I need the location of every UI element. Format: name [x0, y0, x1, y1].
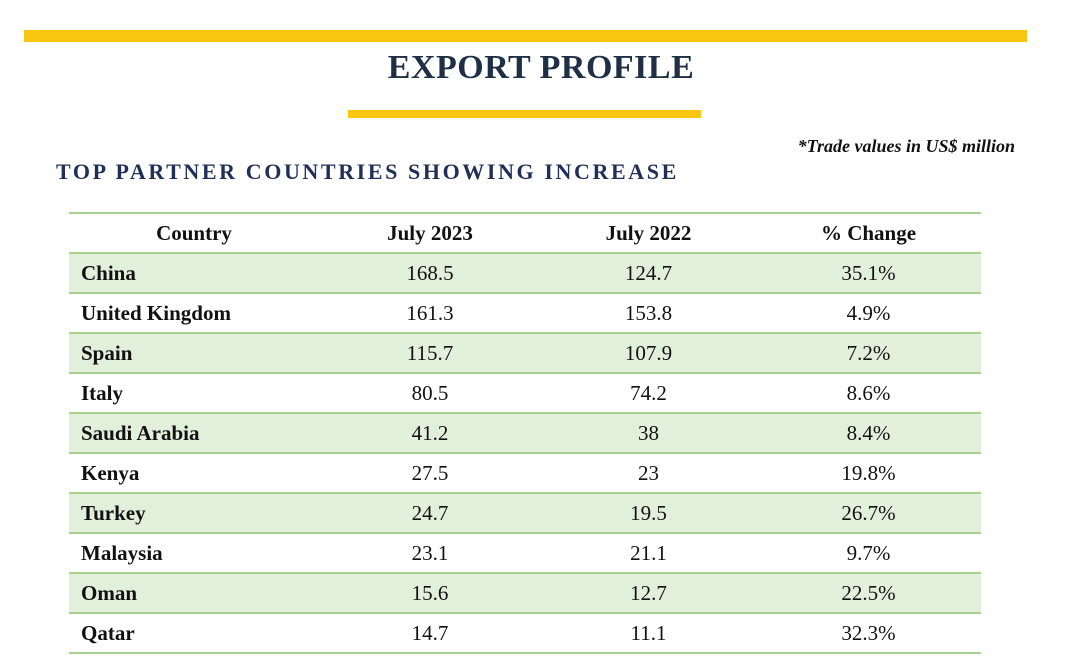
july-2023-cell: 168.5: [319, 253, 541, 294]
july-2023-cell: 80.5: [319, 373, 541, 414]
july-2023-cell: 27.5: [319, 453, 541, 494]
july-2022-cell: 11.1: [541, 613, 756, 654]
july-2023-cell: 161.3: [319, 293, 541, 334]
july-2023-cell: 15.6: [319, 573, 541, 614]
top-accent-rule: [24, 30, 1027, 42]
table-row: Spain 115.7 107.9 7.2%: [69, 333, 981, 374]
partner-countries-table: Country July 2023 July 2022 % Change Chi…: [69, 212, 981, 654]
july-2022-cell: 19.5: [541, 493, 756, 534]
july-2023-cell: 41.2: [319, 413, 541, 454]
july-2022-cell: 124.7: [541, 253, 756, 294]
units-note: *Trade values in US$ million: [797, 136, 1015, 156]
july-2022-cell: 38: [541, 413, 756, 454]
table-row: Malaysia 23.1 21.1 9.7%: [69, 533, 981, 574]
country-cell: Malaysia: [69, 533, 319, 574]
percent-change-cell: 22.5%: [756, 573, 981, 614]
july-2022-cell: 153.8: [541, 293, 756, 334]
table-row: United Kingdom 161.3 153.8 4.9%: [69, 293, 981, 334]
july-2023-cell: 14.7: [319, 613, 541, 654]
july-2023-cell: 23.1: [319, 533, 541, 574]
country-cell: Turkey: [69, 493, 319, 534]
july-2022-cell: 12.7: [541, 573, 756, 614]
percent-change-cell: 35.1%: [756, 253, 981, 294]
country-cell: Saudi Arabia: [69, 413, 319, 454]
july-2022-cell: 21.1: [541, 533, 756, 574]
country-cell: Italy: [69, 373, 319, 414]
table-row: China 168.5 124.7 35.1%: [69, 253, 981, 294]
table-row: Saudi Arabia 41.2 38 8.4%: [69, 413, 981, 454]
column-header-percent-change: % Change: [756, 212, 981, 254]
percent-change-cell: 8.6%: [756, 373, 981, 414]
country-cell: Qatar: [69, 613, 319, 654]
section-title: TOP PARTNER COUNTRIES SHOWING INCREASE: [56, 159, 679, 184]
percent-change-cell: 32.3%: [756, 613, 981, 654]
july-2022-cell: 74.2: [541, 373, 756, 414]
table-row: Oman 15.6 12.7 22.5%: [69, 573, 981, 614]
title-underline: [348, 110, 701, 118]
column-header-country: Country: [69, 212, 319, 254]
july-2022-cell: 23: [541, 453, 756, 494]
percent-change-cell: 8.4%: [756, 413, 981, 454]
table-row: Turkey 24.7 19.5 26.7%: [69, 493, 981, 534]
percent-change-cell: 7.2%: [756, 333, 981, 374]
column-header-july-2022: July 2022: [541, 212, 756, 254]
table-header-row: Country July 2023 July 2022 % Change: [69, 212, 981, 254]
country-cell: Spain: [69, 333, 319, 374]
july-2023-cell: 24.7: [319, 493, 541, 534]
country-cell: Kenya: [69, 453, 319, 494]
table-row: Qatar 14.7 11.1 32.3%: [69, 613, 981, 654]
july-2023-cell: 115.7: [319, 333, 541, 374]
percent-change-cell: 4.9%: [756, 293, 981, 334]
table-row: Kenya 27.5 23 19.8%: [69, 453, 981, 494]
percent-change-cell: 26.7%: [756, 493, 981, 534]
country-cell: United Kingdom: [69, 293, 319, 334]
percent-change-cell: 19.8%: [756, 453, 981, 494]
country-cell: Oman: [69, 573, 319, 614]
column-header-july-2023: July 2023: [319, 212, 541, 254]
page-title: EXPORT PROFILE: [387, 49, 695, 86]
percent-change-cell: 9.7%: [756, 533, 981, 574]
july-2022-cell: 107.9: [541, 333, 756, 374]
table-row: Italy 80.5 74.2 8.6%: [69, 373, 981, 414]
country-cell: China: [69, 253, 319, 294]
